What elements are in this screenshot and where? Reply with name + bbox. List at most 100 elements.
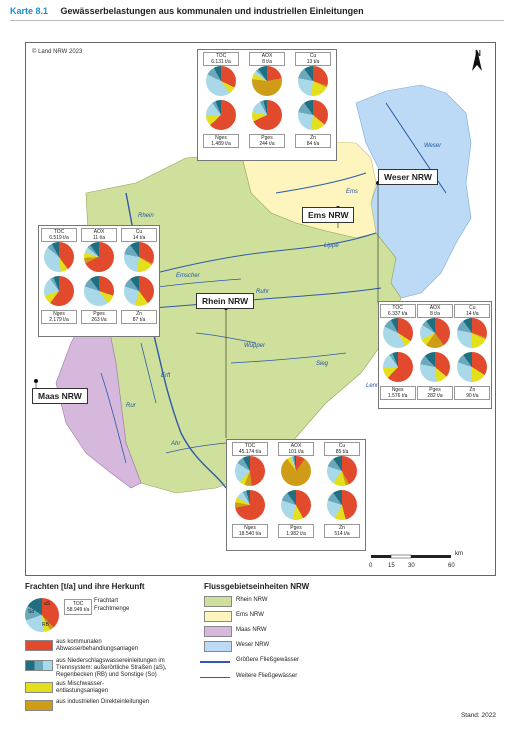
pie-top-1 [252, 66, 282, 96]
pie-top-2 [298, 66, 328, 96]
pie-value: 101 t/a [288, 449, 304, 455]
pie-value: 282 t/a [427, 393, 443, 399]
pie-top-5 [298, 100, 328, 130]
legend-frachten: Frachten [t/a] und ihre Herkunft [25, 582, 145, 591]
pie-left-4 [84, 276, 114, 306]
legend-water-minor: Weitere Fließgewässer [236, 673, 298, 679]
pie-value: 13 t/a [306, 59, 320, 65]
map-frame: © Land NRW 2023 N Weser NRW Ems NRW Rhei… [25, 42, 496, 576]
legend-fge-weser: Weser NRW [236, 642, 270, 648]
legend-seg-as: aS [44, 601, 51, 607]
map-header: Karte 8.1 Gewässerbelastungen aus kommun… [10, 6, 364, 16]
legend-item-misch: aus Mischwasser-entlastungsanlagen [56, 681, 109, 694]
pie-kind: AOX [93, 229, 105, 235]
pie-label-bottom-2: Cu 85 t/a [324, 442, 360, 456]
pie-left-2 [124, 242, 154, 272]
pie-value: 14 t/a [132, 235, 146, 241]
copyright: © Land NRW 2023 [32, 49, 83, 55]
pie-left-3 [44, 276, 74, 306]
pie-value: 18.540 t/a [238, 531, 262, 537]
pie-right-0 [382, 318, 413, 348]
label-rhein-nrw: Rhein NRW [196, 293, 255, 309]
pie-right-4 [420, 352, 450, 382]
pie-value: 85 t/a [335, 449, 349, 455]
pie-kind: AOX [429, 305, 441, 311]
legend-sample-kind: TOC [72, 601, 84, 607]
pie-left-5 [124, 276, 154, 306]
pie-kind: Cu [135, 229, 143, 235]
pie-value: 6.337 t/a [387, 311, 408, 317]
pie-kind: TOC [215, 53, 227, 59]
pie-kind: Nges [53, 311, 65, 317]
river-label-erft: Erft [161, 373, 171, 379]
pie-top-0 [206, 66, 236, 96]
pie-label-top-4: Pges 244 t/a [249, 134, 285, 148]
north-arrow-icon: N [471, 49, 485, 71]
river-rur [100, 372, 127, 464]
pie-kind: Zn [136, 311, 142, 317]
legend-item-kommunal: aus kommunalen Abwasserbehandlungsanlage… [56, 639, 139, 652]
pie-kind: Cu [338, 443, 346, 449]
legend-fge-ems: Ems NRW [236, 612, 264, 618]
swatch-rhein [204, 596, 232, 607]
legend-frachtart: Frachtart [94, 598, 119, 604]
label-ems-nrw: Ems NRW [302, 207, 355, 223]
pie-value: 8 t/a [430, 311, 440, 317]
pie-label-left-4: Pges 263 t/a [81, 310, 117, 324]
river-sieg [230, 352, 347, 364]
pie-value: 11 t/a [92, 235, 106, 241]
map-number: Karte 8.1 [10, 6, 49, 16]
pie-value: 2.179 t/a [49, 317, 69, 323]
swatch-misch [25, 682, 53, 693]
scale-tick-15: 15 [388, 563, 395, 569]
pie-kind: AOX [290, 443, 302, 449]
swatch-weser [204, 641, 232, 652]
pie-label-top-2: Cu 13 t/a [295, 52, 331, 66]
pie-kind: Pges [93, 311, 105, 317]
pie-label-left-0: TOC 6.519 t/a [41, 228, 77, 242]
river-ruhr [150, 287, 382, 309]
pie-value: 6.131 t/a [211, 59, 231, 65]
pie-label-right-2: Cu 14 t/a [454, 304, 491, 318]
pie-value: 6.519 t/a [49, 235, 69, 241]
pie-kind: Nges [215, 135, 227, 141]
stand-label: Stand: 2022 [460, 712, 496, 719]
scale-unit: km [455, 551, 463, 557]
pie-kind: Pges [290, 525, 302, 531]
river-label-rhein: Rhein [138, 213, 154, 219]
label-weser-nrw: Weser NRW [378, 169, 438, 185]
river-ahr [165, 442, 227, 454]
river-label-ruhr: Ruhr [256, 289, 270, 295]
legend-water-major: Größere Fließgewässer [236, 657, 300, 663]
legend-fge-rhein: Rhein NRW [236, 597, 268, 603]
pie-panel-top: TOC 6.131 t/a AOX 8 t/a Cu 13 t/a Nges 1.489 t/… [197, 49, 337, 161]
pie-kind: Zn [339, 525, 345, 531]
river-label-lippe: Lippe [324, 243, 339, 249]
pie-bottom-1 [281, 456, 311, 486]
pie-label-right-0: TOC 6.337 t/a [379, 304, 416, 318]
pie-value: 14 t/a [466, 311, 479, 317]
legend-item-niederschlag: aus Niederschlagswassereinleitungen im T… [56, 658, 167, 678]
pie-panel-bottom: TOC 45.174 t/a AOX 101 t/a Cu 85 t/a Nges 18.54… [226, 439, 366, 551]
pie-kind: Nges [391, 387, 404, 393]
river-label-rur: Rur [126, 403, 136, 409]
region-maas [55, 272, 142, 489]
pie-bottom-4 [281, 490, 311, 520]
pie-bottom-5 [327, 490, 357, 520]
pie-panel-right: TOC 6.337 t/a AOX 8 t/a Cu 14 t/a Nges 1.576 t/… [378, 301, 492, 409]
river-label-ahr: Ahr [171, 441, 181, 447]
legend-sample-pie [25, 598, 59, 632]
pie-right-3 [382, 352, 413, 382]
river-label-sieg: Sieg [316, 361, 329, 367]
marker-maas [34, 379, 38, 383]
pie-value: 514 t/a [334, 531, 350, 537]
pie-label-left-2: Cu 14 t/a [121, 228, 157, 242]
pie-kind: AOX [261, 53, 273, 59]
pie-label-bottom-5: Zn 514 t/a [324, 524, 360, 538]
pie-top-4 [252, 100, 282, 130]
map-title: Gewässerbelastungen aus kommunalen und i… [60, 6, 364, 16]
river-label-emscher: Emscher [176, 273, 200, 279]
pie-kind: TOC [244, 443, 256, 449]
pie-label-bottom-3: Nges 18.540 t/a [232, 524, 268, 538]
pie-kind: Cu [469, 305, 476, 311]
